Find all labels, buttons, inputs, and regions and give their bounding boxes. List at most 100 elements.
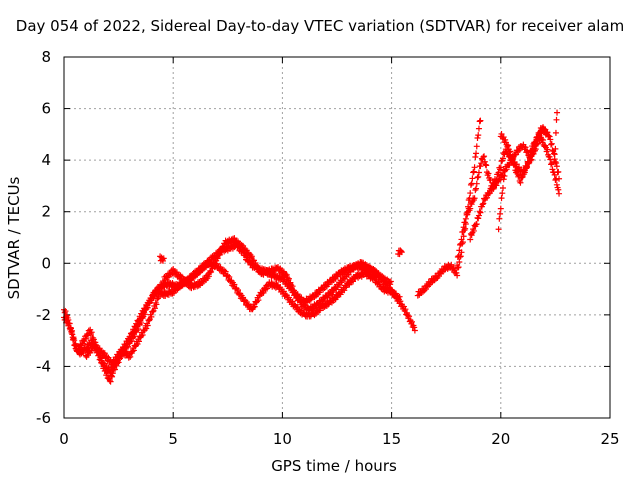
data-point-marker — [289, 283, 296, 290]
data-point-marker — [124, 340, 131, 347]
data-point-marker — [554, 109, 561, 116]
data-point-marker — [497, 210, 504, 217]
data-point-marker — [542, 131, 549, 138]
data-point-marker — [457, 240, 464, 247]
data-point-marker — [137, 315, 144, 322]
data-point-marker — [475, 125, 482, 132]
data-point-marker — [470, 227, 477, 234]
data-point-marker — [467, 181, 474, 188]
data-point-marker — [499, 184, 506, 191]
data-point-marker — [92, 339, 99, 346]
data-point-marker — [106, 377, 113, 384]
data-point-marker — [556, 175, 563, 182]
data-point-marker — [468, 180, 475, 187]
data-point-marker — [477, 117, 484, 124]
data-point-marker — [552, 129, 559, 136]
data-point-marker — [82, 335, 89, 342]
data-point-marker — [513, 151, 520, 158]
data-point-marker — [231, 281, 238, 288]
data-point-marker — [149, 308, 156, 315]
data-point-marker — [483, 162, 490, 169]
data-point-marker — [153, 301, 160, 308]
data-point-marker — [462, 219, 469, 226]
data-point-marker — [470, 168, 477, 175]
data-point-marker — [552, 176, 559, 183]
data-point-marker — [143, 304, 150, 311]
data-point-marker — [526, 159, 533, 166]
data-point-marker — [62, 314, 69, 321]
data-point-marker — [473, 150, 480, 157]
data-point-marker — [473, 143, 480, 150]
data-point-marker — [460, 233, 467, 240]
data-point-marker — [93, 342, 100, 349]
data-point-marker — [150, 294, 157, 301]
data-point-marker — [550, 169, 557, 176]
data-point-marker — [530, 148, 537, 155]
data-point-marker — [160, 255, 167, 262]
data-point-marker — [506, 149, 513, 156]
data-point-marker — [107, 378, 114, 385]
data-point-marker — [216, 251, 223, 258]
data-point-marker — [553, 116, 560, 123]
data-point-marker — [477, 209, 484, 216]
data-point-marker — [482, 161, 489, 168]
data-point-marker — [260, 289, 267, 296]
data-point-marker — [472, 187, 479, 194]
data-point-marker — [139, 331, 146, 338]
data-point-marker — [550, 150, 557, 157]
data-point-marker — [127, 335, 134, 342]
data-point-marker — [475, 215, 482, 222]
data-point-marker — [148, 313, 155, 320]
data-point-marker — [546, 133, 553, 140]
data-point-marker — [528, 153, 535, 160]
grid-lines — [64, 57, 610, 418]
y-tick-label: -6 — [36, 409, 51, 427]
data-point-marker — [253, 298, 260, 305]
data-point-marker — [155, 293, 162, 300]
data-point-marker — [211, 261, 218, 268]
data-point-marker — [158, 284, 165, 291]
data-point-marker — [481, 153, 488, 160]
data-point-marker — [510, 162, 517, 169]
data-point-marker — [157, 290, 164, 297]
data-point-marker — [470, 169, 477, 176]
data-point-marker — [208, 268, 215, 275]
data-point-marker — [209, 265, 216, 272]
data-point-marker — [549, 166, 556, 173]
data-point-marker — [495, 226, 502, 233]
data-point-marker — [516, 147, 523, 154]
data-point-marker — [480, 154, 487, 161]
data-point-marker — [487, 176, 494, 183]
data-point-marker — [214, 255, 221, 262]
data-point-marker — [101, 360, 108, 367]
data-point-marker — [411, 324, 418, 331]
chart-title: Day 054 of 2022, Sidereal Day-to-day VTE… — [16, 17, 624, 35]
data-point-marker — [462, 215, 469, 222]
y-tick-label: 2 — [41, 203, 51, 221]
data-point-marker — [396, 293, 403, 300]
data-point-marker — [467, 205, 474, 212]
data-point-marker — [159, 283, 166, 290]
data-point-marker — [490, 185, 497, 192]
x-tick-label: 0 — [59, 430, 69, 448]
data-point-marker — [88, 329, 95, 336]
data-point-marker — [464, 211, 471, 218]
data-point-marker — [72, 340, 79, 347]
data-point-marker — [467, 190, 474, 197]
data-point-marker — [66, 320, 73, 327]
data-point-marker — [548, 141, 555, 148]
x-tick-label: 10 — [273, 430, 292, 448]
x-tick-label: 25 — [600, 430, 619, 448]
data-point-marker — [498, 130, 505, 137]
data-point-marker — [497, 164, 504, 171]
data-point-marker — [471, 195, 478, 202]
data-point-marker — [138, 333, 145, 340]
data-point-marker — [71, 341, 78, 348]
data-point-marker — [76, 346, 83, 353]
data-point-marker — [222, 268, 229, 275]
data-point-marker — [474, 174, 481, 181]
data-point-marker — [454, 272, 461, 279]
data-point-marker — [146, 299, 153, 306]
data-point-marker — [240, 294, 247, 301]
data-point-marker — [395, 296, 402, 303]
